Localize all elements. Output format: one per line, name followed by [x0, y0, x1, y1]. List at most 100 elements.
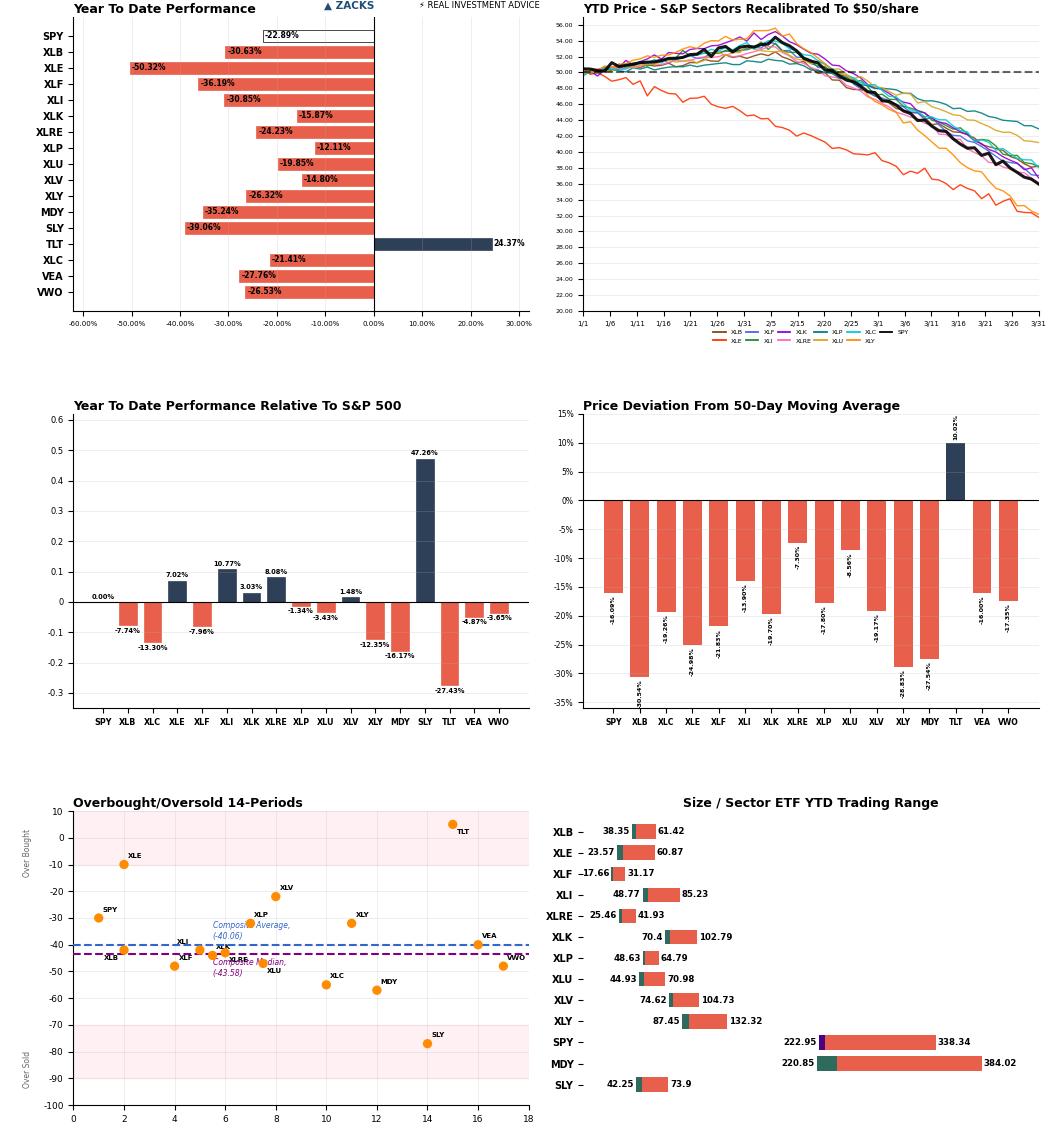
Text: 48.77: 48.77	[613, 891, 641, 900]
Bar	[226, 46, 373, 57]
Bar	[119, 601, 136, 625]
Bar	[645, 951, 659, 965]
Text: -19.70%: -19.70%	[769, 616, 774, 645]
Bar	[815, 500, 834, 604]
Bar	[868, 500, 886, 611]
Text: -24.98%: -24.98%	[690, 646, 694, 675]
Text: XLF: XLF	[178, 955, 193, 960]
Bar	[466, 601, 484, 617]
Bar	[841, 500, 860, 550]
Bar	[144, 601, 162, 642]
Bar	[256, 126, 373, 138]
Bar	[825, 1036, 936, 1049]
Text: -17.80%: -17.80%	[821, 606, 827, 634]
Bar	[644, 972, 665, 986]
Text: 61.42: 61.42	[658, 827, 685, 836]
Text: Composite Median,
(-43.58): Composite Median, (-43.58)	[213, 958, 286, 977]
Bar	[643, 888, 648, 902]
Text: 48.63: 48.63	[613, 954, 641, 963]
Text: -1.34%: -1.34%	[288, 608, 314, 615]
Text: -19.85%: -19.85%	[279, 159, 314, 168]
Text: -28.83%: -28.83%	[900, 669, 905, 698]
Bar	[642, 1077, 668, 1092]
Text: -26.53%: -26.53%	[248, 287, 281, 296]
Bar	[999, 500, 1018, 600]
Bar	[819, 1036, 825, 1049]
Point	[368, 982, 385, 1000]
Text: 31.17: 31.17	[627, 870, 655, 879]
Bar	[622, 909, 636, 923]
Bar	[657, 500, 676, 611]
Bar	[817, 1057, 837, 1070]
Bar	[689, 1014, 727, 1029]
Bar	[648, 888, 680, 902]
Text: Composite Average,
(-40.06): Composite Average, (-40.06)	[213, 921, 290, 941]
Bar	[920, 500, 939, 660]
Legend: XLB, XLE, XLF, XLI, XLK, XLRE, XLP, XLU, XLC, XLY, SPY: XLB, XLE, XLF, XLI, XLK, XLRE, XLP, XLU,…	[711, 328, 911, 346]
Text: TLT: TLT	[456, 829, 470, 835]
Text: -8.56%: -8.56%	[848, 552, 853, 577]
Text: -13.90%: -13.90%	[743, 583, 748, 611]
Bar	[788, 500, 808, 543]
Text: Price Deviation From 50-Day Moving Average: Price Deviation From 50-Day Moving Avera…	[583, 399, 900, 413]
Text: Over Bought: Over Bought	[23, 829, 33, 876]
Bar	[683, 500, 702, 644]
Bar	[612, 866, 614, 881]
Text: -3.43%: -3.43%	[313, 615, 339, 620]
Text: -16.00%: -16.00%	[980, 595, 985, 624]
Text: Year To Date Performance Relative To S&P 500: Year To Date Performance Relative To S&P…	[73, 399, 402, 413]
Text: 44.93: 44.93	[609, 975, 637, 984]
Text: -7.74%: -7.74%	[114, 628, 141, 634]
Bar	[441, 601, 458, 686]
Bar	[665, 930, 669, 945]
Text: 38.35: 38.35	[603, 827, 630, 836]
Bar	[614, 866, 625, 881]
Bar	[604, 500, 623, 594]
Text: 87.45: 87.45	[652, 1017, 680, 1026]
Bar	[762, 500, 780, 614]
Text: ▲ ZACKS: ▲ ZACKS	[324, 1, 374, 10]
Bar	[643, 951, 645, 965]
Text: 3.03%: 3.03%	[240, 585, 263, 590]
Bar	[193, 601, 211, 626]
Point	[205, 947, 221, 965]
Text: XLC: XLC	[330, 974, 345, 980]
Text: -27.76%: -27.76%	[241, 272, 276, 280]
Bar	[391, 601, 409, 651]
Text: -27.54%: -27.54%	[927, 662, 932, 690]
Text: 24.37%: 24.37%	[494, 239, 526, 248]
Bar	[315, 142, 373, 154]
Point	[343, 914, 360, 932]
Text: 102.79: 102.79	[700, 932, 733, 941]
Text: MDY: MDY	[381, 978, 398, 985]
Point	[420, 1034, 436, 1052]
Text: XLE: XLE	[128, 853, 143, 859]
Point	[470, 936, 487, 954]
Bar	[73, 1026, 529, 1078]
Text: -19.26%: -19.26%	[664, 614, 668, 643]
Text: -30.85%: -30.85%	[227, 95, 261, 104]
Text: 64.79: 64.79	[661, 954, 688, 963]
Text: XLK: XLK	[216, 944, 232, 950]
Text: 104.73: 104.73	[702, 995, 735, 1005]
Text: 23.57: 23.57	[587, 848, 615, 857]
Text: -17.35%: -17.35%	[1006, 603, 1011, 632]
Bar	[709, 500, 728, 626]
Bar	[297, 110, 373, 121]
Text: VEA: VEA	[481, 934, 497, 939]
Text: 42.25: 42.25	[606, 1080, 634, 1089]
Bar	[218, 569, 236, 601]
Bar	[242, 592, 260, 601]
Text: SLY: SLY	[431, 1032, 445, 1038]
Text: 0.00%: 0.00%	[91, 594, 114, 599]
Bar	[819, 1036, 825, 1049]
Bar	[302, 174, 373, 185]
Bar	[617, 846, 623, 859]
Bar	[267, 578, 285, 601]
Text: XLB: XLB	[104, 955, 119, 960]
Bar	[224, 94, 373, 105]
Text: 74.62: 74.62	[639, 995, 667, 1005]
Text: 384.02: 384.02	[984, 1059, 1018, 1068]
Text: -16.09%: -16.09%	[611, 596, 616, 624]
Bar	[185, 222, 373, 233]
